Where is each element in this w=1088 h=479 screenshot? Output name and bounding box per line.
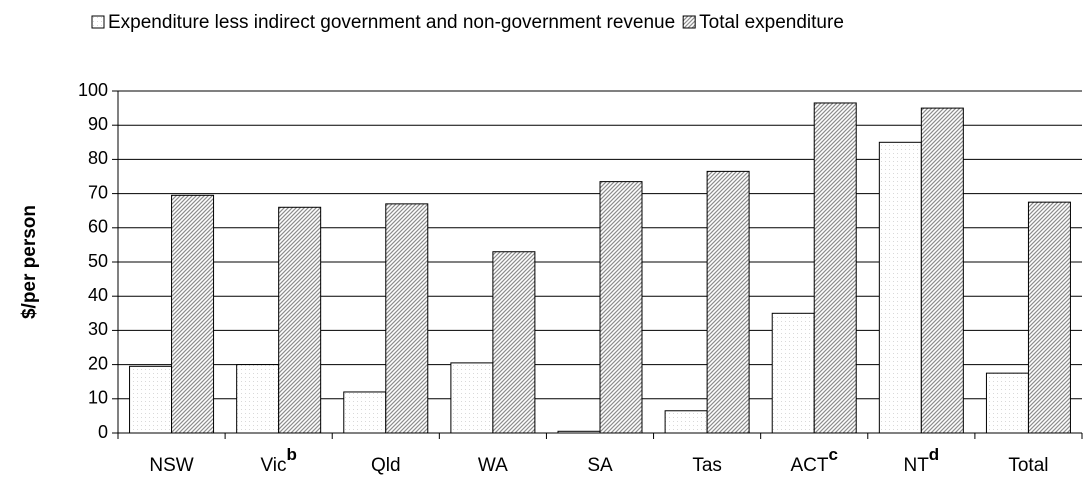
- bar: [664, 410, 708, 434]
- y-axis-title: $/per person: [19, 205, 40, 319]
- x-tick-label: ACTc: [790, 445, 837, 476]
- y-tick-label: 40: [88, 285, 108, 305]
- y-tick-label: 20: [88, 353, 108, 373]
- x-tick-label: Total: [1008, 455, 1048, 476]
- bar: [129, 365, 173, 434]
- category-name: Vic: [260, 455, 286, 476]
- bar: [343, 391, 387, 434]
- y-tick-label: 70: [88, 182, 108, 202]
- bar: [385, 203, 429, 434]
- y-tick-label: 0: [98, 422, 108, 442]
- legend-swatch: [682, 15, 696, 29]
- legend-swatch: [91, 15, 105, 29]
- bar: [985, 372, 1029, 434]
- category-name: Tas: [692, 455, 722, 476]
- bar: [920, 107, 964, 434]
- bar: [813, 102, 857, 434]
- category-name: SA: [587, 455, 613, 476]
- bar: [492, 251, 536, 434]
- bar: [706, 170, 750, 434]
- x-tick-label: WA: [478, 455, 508, 476]
- y-tick-label: 60: [88, 217, 108, 237]
- bar: [278, 206, 322, 434]
- x-tick-label: NSW: [149, 455, 193, 476]
- category-name: Total: [1008, 455, 1048, 476]
- bar: [878, 141, 922, 434]
- bar: [599, 181, 643, 434]
- legend-label: Expenditure less indirect government and…: [108, 12, 675, 33]
- x-tick-label: NTd: [903, 445, 939, 476]
- y-tick-label: 80: [88, 148, 108, 168]
- category-name: NT: [903, 455, 929, 476]
- bar: [450, 362, 494, 434]
- category-name: NSW: [149, 455, 193, 476]
- x-tick-label: Tas: [692, 455, 722, 476]
- x-tick-label: Vicb: [260, 445, 296, 476]
- category-note: d: [929, 445, 939, 464]
- category-note: b: [287, 445, 297, 464]
- bar: [236, 364, 280, 434]
- category-name: WA: [478, 455, 508, 476]
- bar: [557, 430, 601, 434]
- bar: [171, 194, 215, 434]
- x-tick-label: SA: [587, 455, 613, 476]
- x-tick-label: Qld: [371, 455, 401, 476]
- bar: [771, 312, 815, 434]
- y-tick-label: 50: [88, 251, 108, 271]
- bar: [1027, 201, 1071, 434]
- category-name: ACT: [790, 455, 828, 476]
- y-tick-label: 90: [88, 114, 108, 134]
- category-note: c: [828, 445, 837, 464]
- category-name: Qld: [371, 455, 401, 476]
- y-tick-label: 100: [78, 80, 108, 100]
- legend-label: Total expenditure: [699, 12, 844, 33]
- y-tick-label: 30: [88, 319, 108, 339]
- y-tick-label: 10: [88, 388, 108, 408]
